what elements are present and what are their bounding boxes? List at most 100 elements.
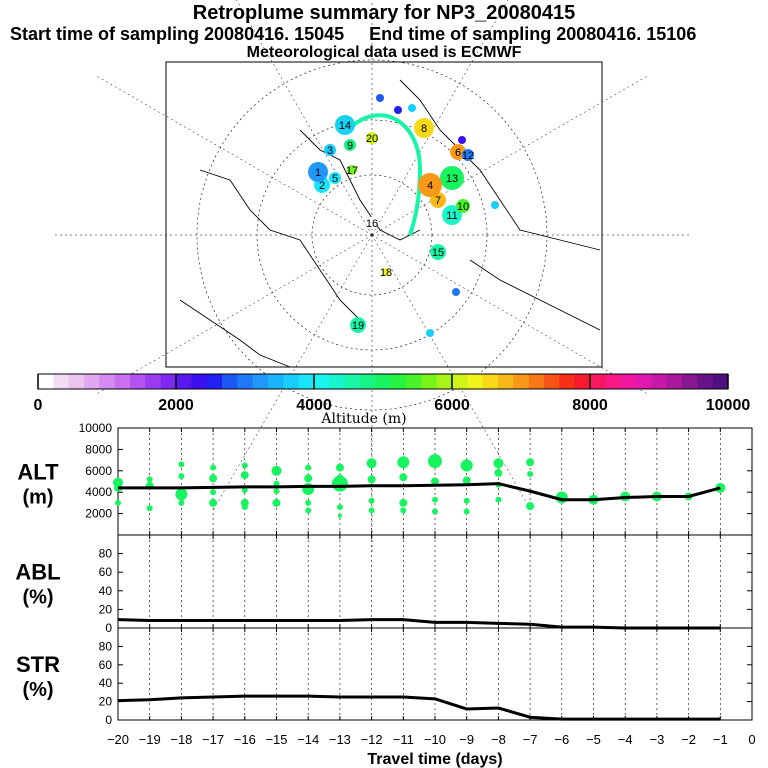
altitude-point <box>367 475 376 484</box>
coastline <box>469 259 601 331</box>
x-tick-label: −10 <box>424 732 446 747</box>
altitude-point <box>115 499 121 506</box>
y-tick-label: 8000 <box>85 442 112 456</box>
meridian-line <box>371 0 508 236</box>
y-tick-label: 4000 <box>85 485 112 499</box>
altitude-point <box>431 477 439 486</box>
plume-point-label: 12 <box>462 150 474 162</box>
altitude-point <box>178 461 185 468</box>
colorbar-tick-label: 0 <box>34 397 43 414</box>
colorbar-swatch <box>513 374 530 389</box>
colorbar-swatch <box>314 374 330 389</box>
plume-point-marker <box>430 244 446 260</box>
altitude-point <box>336 504 343 511</box>
plume-point-label: 15 <box>432 247 444 259</box>
x-tick-label: −20 <box>107 732 129 747</box>
altitude-point <box>337 513 342 518</box>
altitude-point <box>240 471 249 480</box>
plume-point-marker <box>442 205 462 225</box>
plume-small-marker <box>376 94 384 102</box>
x-tick-label: −7 <box>523 732 538 747</box>
plume-trajectory-line <box>348 113 423 236</box>
meridian-line <box>236 0 373 236</box>
colorbar-swatch <box>360 374 376 389</box>
altitude-colorbar: 0 2000 4000 6000 8000 10000 <box>34 373 750 414</box>
y-tick-label: 20 <box>99 602 113 616</box>
x-tick-label: −8 <box>491 732 506 747</box>
plume-small-marker <box>394 106 402 114</box>
altitude-point <box>460 459 473 472</box>
plume-point-marker <box>350 317 366 333</box>
altitude-point <box>368 497 375 504</box>
altitude-point <box>305 499 312 506</box>
y-tick-label: 40 <box>99 584 113 598</box>
meridian-line <box>371 74 650 236</box>
meridian-line <box>371 234 650 396</box>
plume-small-marker <box>408 104 416 112</box>
colorbar-swatch <box>574 374 591 389</box>
x-tick-label: −11 <box>393 732 414 747</box>
altitude-point <box>366 458 377 469</box>
colorbar-swatch <box>544 374 560 389</box>
series-line-alt <box>118 482 721 502</box>
colorbar-swatch <box>605 374 622 389</box>
colorbar-swatch <box>160 374 177 389</box>
x-tick-label: −3 <box>649 732 664 747</box>
met-data-line: Meteorological data used is ECMWF <box>246 44 522 61</box>
plume-point-label: 1 <box>315 167 321 179</box>
colorbar-swatch <box>666 374 683 389</box>
colorbar-swatch <box>375 374 392 389</box>
plume-point-label: 4 <box>427 180 433 192</box>
plume-point-label: 13 <box>446 173 458 185</box>
plume-point-label: 20 <box>366 133 378 145</box>
plume-point-marker <box>335 115 355 135</box>
plume-point-label: 16 <box>366 218 378 230</box>
altitude-point <box>241 504 248 511</box>
altitude-point <box>305 507 312 514</box>
x-tick-label: −4 <box>618 732 633 747</box>
colorbar-swatch <box>697 374 714 389</box>
colorbar-swatch <box>283 374 300 389</box>
colorbar-swatch <box>712 374 729 389</box>
colorbar-swatch <box>436 374 453 389</box>
colorbar-swatch <box>651 374 668 389</box>
plume-point-marker <box>456 199 470 213</box>
colorbar-swatch <box>53 374 70 389</box>
sampling-time-line: Start time of sampling 20080416. 15045 E… <box>10 24 697 44</box>
colorbar-swatch <box>38 374 54 389</box>
series-line-abl <box>117 618 721 630</box>
meridian-line <box>94 234 373 396</box>
x-tick-label: −15 <box>265 732 287 747</box>
altitude-point <box>428 454 442 469</box>
plume-point-label: 2 <box>319 180 325 192</box>
colorbar-swatch <box>559 374 576 389</box>
altitude-point <box>399 498 408 507</box>
altitude-point <box>210 489 217 496</box>
altitude-point <box>399 473 408 482</box>
meridian-line <box>94 74 373 236</box>
colorbar-swatch <box>390 374 407 389</box>
y-tick-label: 0 <box>105 713 112 727</box>
colorbar-swatch <box>298 374 315 389</box>
series-line-str <box>117 694 721 721</box>
colorbar-swatch <box>222 374 238 389</box>
colorbar-swatch <box>145 374 162 389</box>
colorbar-tick-label: 6000 <box>434 397 470 414</box>
colorbar-swatch <box>406 374 422 389</box>
colorbar-tick-label: 4000 <box>296 397 332 414</box>
altitude-point <box>331 475 348 492</box>
coastline <box>199 169 361 321</box>
x-tick-label: −1 <box>713 732 728 747</box>
y-tick-label: 10000 <box>79 421 113 435</box>
colorbar-swatch <box>206 374 223 389</box>
y-tick-label: 0 <box>105 621 112 635</box>
time-series-panels: 200040006000800010000ALT(m)020406080ABL(… <box>15 421 755 768</box>
plume-point-marker <box>414 118 434 138</box>
altitude-point <box>526 502 535 511</box>
altitude-point <box>241 487 248 494</box>
altitude-point <box>302 482 315 495</box>
plume-point-label: 10 <box>457 201 469 213</box>
